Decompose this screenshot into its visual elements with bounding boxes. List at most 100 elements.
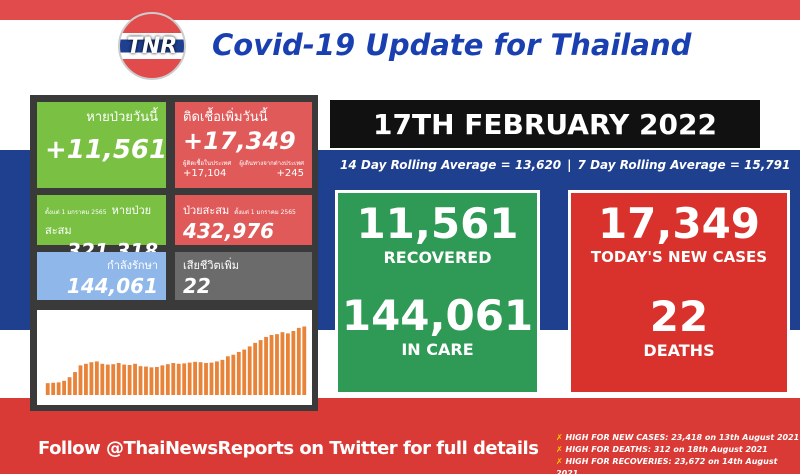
bar bbox=[45, 383, 50, 395]
bar bbox=[138, 366, 143, 395]
tile-label: เสียชีวิตเพิ่ม bbox=[183, 259, 239, 272]
records: ✗ HIGH FOR NEW CASES: 23,418 on 13th Aug… bbox=[556, 432, 800, 474]
title: Covid-19 Update for Thailand bbox=[212, 28, 692, 62]
bar bbox=[127, 364, 132, 395]
tile-value: +17,349 bbox=[183, 127, 296, 155]
bar bbox=[78, 365, 83, 395]
bar bbox=[269, 334, 274, 395]
average: 7 Day Rolling Average = 15,791 bbox=[577, 158, 791, 172]
bar bbox=[133, 363, 137, 395]
record-text: HIGH FOR RECOVERIES: 23,672 on 14th Augu… bbox=[556, 457, 778, 474]
tile-label: ป่วยสะสม bbox=[183, 204, 230, 217]
bar bbox=[122, 364, 127, 395]
bar bbox=[209, 362, 214, 395]
bar bbox=[264, 336, 268, 395]
record-text: HIGH FOR DEATHS: 312 on 18th August 2021 bbox=[565, 445, 768, 454]
bar bbox=[220, 359, 225, 395]
box-label: DEATHS bbox=[643, 341, 715, 360]
red-box: 17,349 TODAY'S NEW CASES 22 DEATHS bbox=[568, 190, 790, 395]
bar bbox=[144, 366, 148, 395]
record: ✗ HIGH FOR RECOVERIES: 23,672 on 14th Au… bbox=[556, 456, 800, 474]
bar bbox=[225, 356, 230, 395]
tile-subvalue: +17,104 bbox=[183, 168, 227, 179]
box-value: 22 bbox=[649, 292, 709, 341]
box-value: 17,349 bbox=[597, 199, 761, 248]
bar bbox=[198, 362, 203, 395]
box-label: TODAY'S NEW CASES bbox=[590, 248, 768, 266]
bar bbox=[247, 346, 252, 395]
tile-label: กำลังรักษา bbox=[107, 259, 158, 272]
tile-subvalue: +245 bbox=[276, 168, 304, 179]
bar bbox=[62, 380, 67, 395]
tile-value: +11,561 bbox=[45, 135, 168, 165]
bar bbox=[285, 333, 290, 395]
tile-label: หายป่วยสะสม bbox=[45, 204, 152, 237]
bar bbox=[154, 366, 159, 395]
bar bbox=[160, 365, 165, 395]
green-box: 11,561 RECOVERED 144,061 IN CARE bbox=[335, 190, 540, 395]
bar bbox=[204, 363, 208, 395]
date-banner: 17TH FEBRUARY 2022 bbox=[330, 100, 760, 148]
bar bbox=[67, 377, 72, 395]
tile-value: 144,061 bbox=[66, 274, 158, 298]
daily-chart bbox=[37, 310, 312, 405]
bar bbox=[215, 361, 219, 395]
bar bbox=[165, 364, 170, 395]
tile: เสียชีวิตเพิ่ม 22 bbox=[175, 252, 312, 300]
tile-note: ผู้เดินทางจากต่างประเทศ bbox=[239, 160, 304, 167]
bar bbox=[302, 326, 307, 395]
bar bbox=[94, 361, 99, 395]
bar bbox=[176, 363, 181, 395]
separator: | bbox=[567, 158, 572, 172]
tile: กำลังรักษา 144,061 bbox=[37, 252, 166, 300]
bar bbox=[182, 363, 187, 395]
bar bbox=[253, 342, 258, 395]
tile: ติดเชื้อเพิ่มวันนี้ +17,349 ผู้ติดเชื้อใ… bbox=[175, 102, 312, 188]
tile: ตั้งแต่ 1 มกราคม 2565 หายป่วยสะสม 321,31… bbox=[37, 195, 166, 263]
bar bbox=[100, 363, 105, 395]
box-value: 144,061 bbox=[341, 291, 534, 340]
box-label: IN CARE bbox=[401, 340, 474, 359]
box-value: 11,561 bbox=[356, 199, 519, 248]
averages: 14 Day Rolling Average = 13,620 | 7 Day … bbox=[340, 158, 800, 172]
bar bbox=[187, 362, 192, 395]
bar bbox=[51, 382, 56, 395]
tile-label: หายป่วยวันนี้ bbox=[86, 110, 158, 125]
record: ✗ HIGH FOR NEW CASES: 23,418 on 13th Aug… bbox=[556, 433, 800, 442]
tile-value: 22 bbox=[183, 274, 211, 298]
bar bbox=[258, 340, 263, 395]
tile: หายป่วยวันนี้ +11,561 bbox=[37, 102, 168, 188]
tile-note: ผู้ติดเชื้อในประเทศ bbox=[183, 160, 232, 167]
tile-label: ติดเชื้อเพิ่มวันนี้ bbox=[183, 110, 268, 125]
flag-stripe bbox=[0, 0, 800, 20]
bar bbox=[171, 363, 176, 395]
tile: ป่วยสะสม ตั้งแต่ 1 มกราคม 2565 432,976 bbox=[175, 195, 312, 245]
follow: Follow @ThaiNewsReports on Twitter for f… bbox=[38, 438, 539, 459]
tile-value: 432,976 bbox=[183, 219, 275, 243]
logo-text: TNR bbox=[126, 33, 178, 59]
tile-note: ตั้งแต่ 1 มกราคม 2565 bbox=[45, 209, 107, 216]
bar bbox=[111, 364, 116, 395]
record-text: HIGH FOR NEW CASES: 23,418 on 13th Augus… bbox=[565, 433, 800, 442]
bar bbox=[193, 361, 198, 395]
bar bbox=[280, 332, 285, 395]
bar bbox=[231, 354, 236, 395]
bar bbox=[116, 363, 121, 395]
logo: TNR bbox=[118, 12, 186, 80]
box-label: RECOVERED bbox=[383, 248, 492, 267]
bar bbox=[56, 382, 61, 395]
date: 17TH FEBRUARY 2022 bbox=[373, 107, 717, 141]
bar bbox=[236, 351, 241, 395]
bar bbox=[73, 372, 77, 395]
bar bbox=[296, 327, 301, 395]
bar bbox=[242, 349, 247, 395]
bar bbox=[149, 367, 154, 395]
bar bbox=[84, 363, 88, 395]
bar bbox=[89, 362, 94, 395]
average: 14 Day Rolling Average = 13,620 bbox=[340, 158, 562, 172]
record: ✗ HIGH FOR DEATHS: 312 on 18th August 20… bbox=[556, 445, 768, 454]
bar bbox=[291, 331, 296, 395]
bar bbox=[275, 334, 279, 395]
tile-note: ตั้งแต่ 1 มกราคม 2565 bbox=[234, 209, 296, 216]
